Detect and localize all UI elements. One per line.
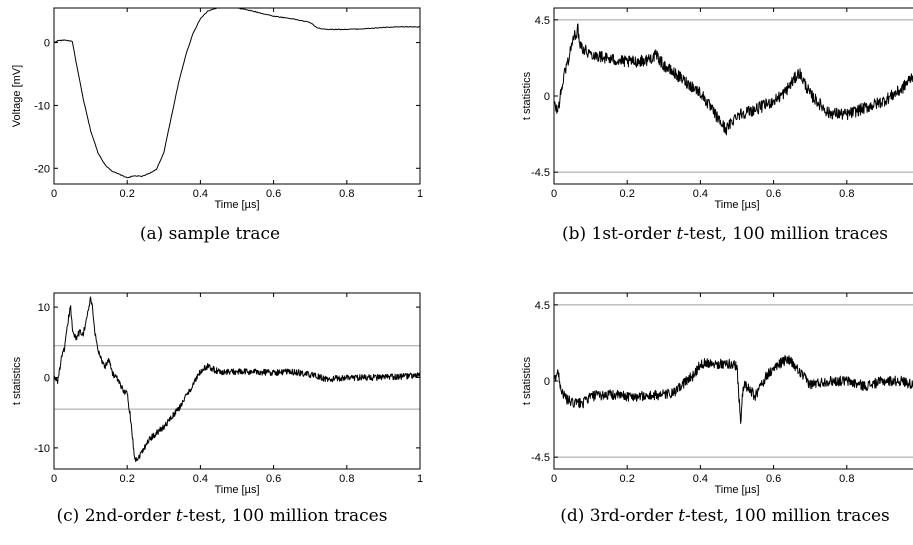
series-line-b	[554, 23, 913, 136]
xtick-label-c-5: 1	[417, 473, 423, 485]
xtick-label-c-0: 0	[51, 473, 57, 485]
ylabel-a: Voltage [mV]	[11, 65, 23, 127]
caption-d-prefix: (d) 3rd-order	[560, 506, 678, 526]
caption-d-italic: t	[678, 506, 685, 526]
axes-frame-d	[553, 292, 913, 470]
xtick-label-b-4: 0.8	[839, 188, 854, 200]
ylabel-b: t statistics	[521, 71, 533, 120]
xtick-label-a-3: 0.6	[266, 188, 281, 200]
caption-c: (c) 2nd-order t-test, 100 million traces	[57, 506, 388, 526]
xtick-label-c-2: 0.4	[193, 473, 208, 485]
axes-frame-b	[553, 7, 913, 185]
caption-b: (b) 1st-order t-test, 100 million traces	[562, 224, 888, 244]
ytick-label-d-2: -4.5	[531, 452, 550, 464]
ytick-label-b-1: 0	[544, 91, 550, 103]
ytick-label-a-2: -20	[34, 163, 50, 175]
ytick-label-a-0: 0	[44, 38, 50, 50]
xtick-label-c-4: 0.8	[339, 473, 354, 485]
caption-d: (d) 3rd-order t-test, 100 million traces	[560, 506, 890, 526]
xlabel-c: Time [µs]	[214, 484, 259, 496]
ytick-label-c-0: 10	[38, 302, 50, 314]
ytick-label-c-1: 0	[44, 372, 50, 384]
caption-b-suffix: -test, 100 million traces	[683, 224, 888, 244]
ylabel-c: t statistics	[11, 356, 23, 405]
ytick-label-d-1: 0	[544, 376, 550, 388]
ytick-label-b-2: -4.5	[531, 167, 550, 179]
axes-frame-a	[53, 7, 421, 185]
xtick-label-a-1: 0.2	[120, 188, 135, 200]
xtick-label-c-1: 0.2	[120, 473, 135, 485]
xlabel-a: Time [µs]	[214, 199, 259, 211]
series-line-a	[54, 8, 420, 179]
xtick-label-d-0: 0	[551, 473, 557, 485]
panel-c: 0 0.2 0.4 0.6 0.8 1 10 0 -10 Time [µs] t statistic…	[11, 292, 423, 526]
xlabel-d: Time [µs]	[714, 484, 759, 496]
caption-d-suffix: -test, 100 million traces	[685, 506, 890, 526]
ytick-label-d-0: 4.5	[535, 300, 550, 312]
xtick-label-d-4: 0.8	[839, 473, 854, 485]
ylabel-d: t statistics	[521, 356, 533, 405]
xtick-label-d-2: 0.4	[693, 473, 708, 485]
ytick-label-c-2: -10	[34, 443, 50, 455]
xtick-label-a-4: 0.8	[339, 188, 354, 200]
series-line-d	[554, 354, 913, 424]
xtick-label-d-1: 0.2	[620, 473, 635, 485]
xtick-label-a-0: 0	[51, 188, 57, 200]
xtick-label-b-3: 0.6	[766, 188, 781, 200]
panel-a: 0 0.2 0.4 0.6 0.8 1 0 -10 -20 Time [µs] Voltage [m…	[11, 7, 423, 244]
xtick-label-d-3: 0.6	[766, 473, 781, 485]
xlabel-b: Time [µs]	[714, 199, 759, 211]
xtick-label-a-2: 0.4	[193, 188, 208, 200]
caption-b-italic: t	[676, 224, 683, 244]
ytick-label-b-0: 4.5	[535, 15, 550, 27]
caption-c-prefix: (c) 2nd-order	[57, 506, 176, 526]
xtick-label-b-1: 0.2	[620, 188, 635, 200]
axes-frame-c	[53, 292, 421, 470]
xtick-label-a-5: 1	[417, 188, 423, 200]
xtick-label-b-0: 0	[551, 188, 557, 200]
caption-c-italic: t	[176, 506, 183, 526]
xtick-label-c-3: 0.6	[266, 473, 281, 485]
xtick-label-b-2: 0.4	[693, 188, 708, 200]
caption-a: (a) sample trace	[140, 224, 280, 244]
caption-b-prefix: (b) 1st-order	[562, 224, 677, 244]
caption-c-suffix: -test, 100 million traces	[183, 506, 388, 526]
caption-a-prefix: (a) sample trace	[140, 224, 280, 244]
series-line-c	[54, 296, 420, 463]
ytick-label-a-1: -10	[34, 100, 50, 112]
